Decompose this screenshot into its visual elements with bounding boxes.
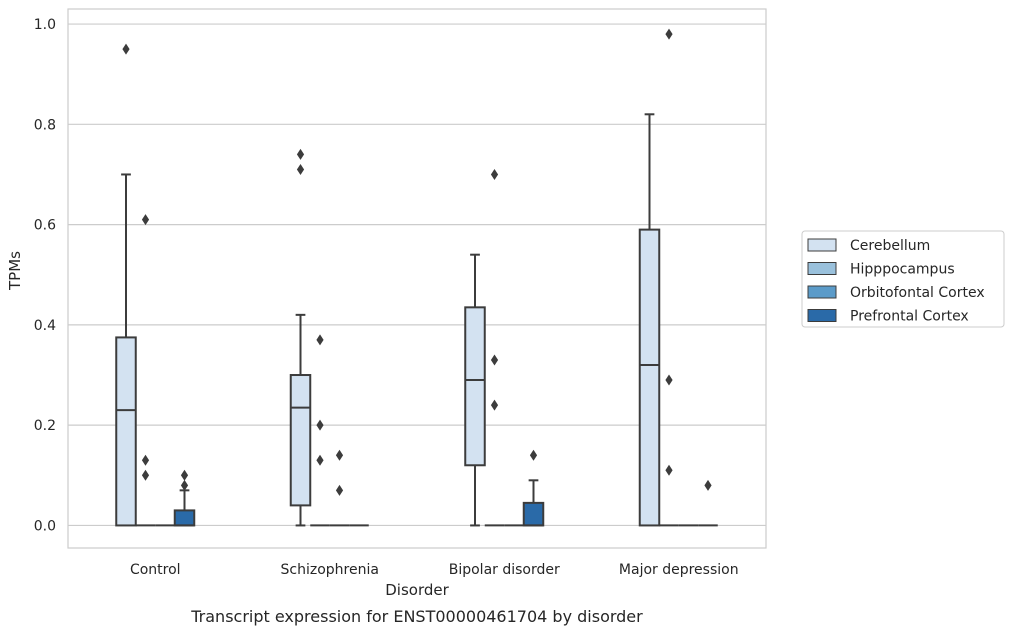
box-orbitofontal-cortex: [329, 449, 350, 527]
legend-swatch: [807, 238, 837, 252]
box-cerebellum: [464, 253, 486, 527]
x-axis-label: Disorder: [385, 581, 449, 599]
outlier-point: [122, 43, 130, 55]
legend: Cerebellum Hipppocampus Orbitofontal Corte…: [801, 230, 1005, 328]
outlier-point: [665, 464, 673, 476]
box-cerebellum: [289, 148, 312, 527]
box-iqr: [464, 306, 486, 467]
x-tick-label: Schizophrenia: [281, 562, 379, 578]
legend-swatch: [807, 285, 837, 299]
box-hipppocampus: [659, 28, 679, 527]
legend-label: Prefrontal Cortex: [850, 309, 969, 325]
y-axis-ticks: 0.0 0.2 0.4 0.6 0.8 1.0: [34, 17, 56, 534]
y-gridlines: [68, 23, 766, 527]
y-tick-label: 0.0: [34, 518, 56, 534]
outlier-point: [180, 469, 189, 481]
box-iqr: [638, 228, 661, 527]
legend-label: Hipppocampus: [850, 262, 955, 278]
outlier-point: [141, 214, 150, 226]
box-iqr: [173, 509, 196, 527]
box-iqr: [115, 336, 137, 527]
y-tick-label: 0.6: [34, 218, 56, 234]
legend-frame: [801, 230, 1005, 328]
box-hipppocampus: [310, 334, 330, 527]
y-tick-label: 1.0: [34, 17, 56, 33]
outlier-point: [665, 374, 673, 386]
box-prefrontal-cortex: [173, 469, 196, 527]
legend-label: Orbitofontal Cortex: [850, 285, 985, 301]
outlier-point: [490, 399, 499, 411]
box-prefrontal-cortex: [522, 449, 545, 527]
x-axis-ticks: Control Schizophrenia Bipolar disorder Majo…: [130, 562, 739, 578]
outlier-point: [490, 354, 499, 366]
outlier-point: [665, 28, 673, 40]
outlier-point: [335, 484, 344, 496]
box-hipppocampus: [135, 214, 156, 527]
outlier-point: [296, 163, 305, 175]
box-iqr: [289, 374, 312, 507]
box-prefrontal-cortex: [698, 479, 718, 527]
outlier-point: [335, 449, 344, 461]
chart-caption: Transcript expression for ENST0000046170…: [190, 607, 643, 626]
x-tick-label: Major depression: [619, 562, 739, 578]
x-tick-label: Bipolar disorder: [449, 562, 560, 578]
outlier-point: [529, 449, 538, 461]
outlier-point: [180, 479, 189, 491]
outlier-point: [141, 469, 150, 481]
legend-swatch: [807, 262, 837, 275]
legend-label: Cerebellum: [850, 238, 930, 254]
legend-swatch: [807, 309, 837, 322]
outlier-point: [704, 479, 712, 491]
outlier-point: [490, 168, 499, 180]
box-cerebellum: [115, 43, 137, 527]
x-tick-label: Control: [130, 562, 181, 578]
outlier-point: [316, 454, 324, 466]
outlier-point: [141, 454, 150, 466]
plot-frame: [67, 8, 767, 549]
y-tick-label: 0.4: [34, 318, 56, 334]
box-cerebellum: [638, 113, 661, 527]
box-series: [115, 28, 718, 527]
outlier-point: [296, 148, 305, 160]
y-tick-label: 0.8: [34, 117, 56, 133]
outlier-point: [316, 334, 324, 346]
box-iqr: [522, 501, 545, 527]
box-hipppocampus: [484, 168, 505, 527]
y-tick-label: 0.2: [34, 418, 56, 434]
y-axis-label: TPMs: [6, 251, 24, 291]
outlier-point: [316, 419, 324, 431]
